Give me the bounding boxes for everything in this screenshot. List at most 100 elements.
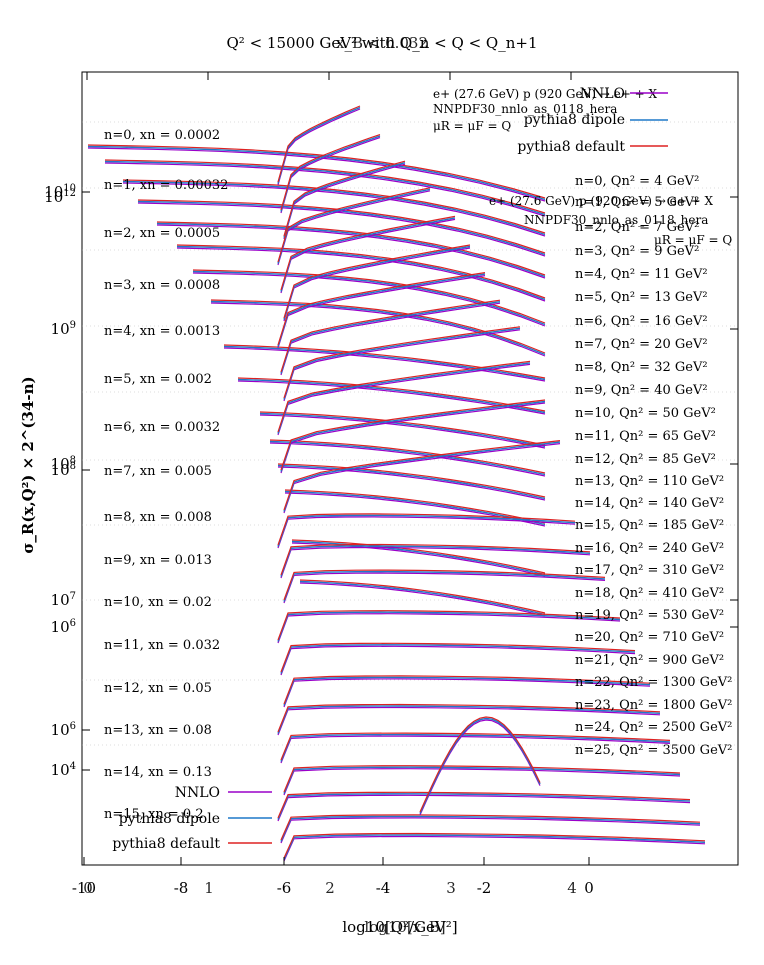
x-bin-curve-dipole <box>259 412 546 448</box>
x-ticks-top: 0 1 2 3 4 <box>83 72 577 897</box>
curve-layer <box>87 105 706 862</box>
x-axis-label-secondary: log10[x_B] <box>364 918 445 936</box>
x-bin-label: n=9, xn = 0.013 <box>104 553 212 568</box>
x-tick-label-bottom: -8 <box>174 879 189 897</box>
q-bin-curve-nnlo <box>283 768 681 796</box>
x-bin-curve-dipole <box>104 160 546 216</box>
x-bin-label: n=1, xn = 0.00032 <box>104 178 228 193</box>
x-tick-label-top: 1 <box>204 879 214 897</box>
legend-bottom-nnlo: NNLO <box>175 785 220 801</box>
info-block-middle: e+ (27.6 GeV) p (920 GeV) → e+ + X NNPDF… <box>489 194 732 247</box>
q-bin-curve-default <box>283 160 406 237</box>
q-bin-label: n=22, Qn² = 1300 GeV² <box>575 675 732 690</box>
x-bin-curve-dipole <box>277 464 546 500</box>
q-bin-curve-dipole <box>280 217 456 292</box>
q-bin-curve-nnlo <box>280 218 456 294</box>
x-bin-curve-default <box>277 463 546 498</box>
q-bin-curve-dipole <box>277 106 361 184</box>
q-bin-label: n=7, Qn² = 20 GeV² <box>575 337 708 352</box>
x-bin-curve-dipole <box>299 580 546 616</box>
x-tick-label-bottom: 0 <box>584 879 594 897</box>
q-bin-curve-default <box>283 675 651 705</box>
x-bin-curve-nnlo <box>269 442 546 477</box>
q-bin-curve-default <box>283 440 561 511</box>
x-bin-curve-default <box>299 579 546 614</box>
x-tick-label-top: 4 <box>567 879 577 897</box>
x-bin-curve-dipole <box>87 145 546 201</box>
q-bin-curve-dipole <box>277 514 576 547</box>
q-bin-label: n=0, Qn² = 4 GeV² <box>575 174 699 189</box>
y-tick-label-secondary: 108 <box>51 455 76 473</box>
q-bin-curve-dipole <box>277 793 691 820</box>
q-bin-label: n=17, Qn² = 310 GeV² <box>575 563 724 578</box>
x-bin-labels: n=0, xn = 0.0002 n=1, xn = 0.00032 n=2, xn… <box>104 128 228 822</box>
q-bin-curve-default <box>277 360 531 433</box>
x-bin-curve-default <box>259 411 546 446</box>
x-bin-curve-dipole <box>291 540 546 576</box>
x-tick-label-top: 0 <box>83 879 93 897</box>
q-bin-label: n=23, Qn² = 1800 GeV² <box>575 698 732 713</box>
x-bin-curve-nnlo <box>122 182 546 237</box>
x-bin-label: n=10, xn = 0.02 <box>104 595 212 610</box>
q-bin-curve-nnlo <box>277 516 576 549</box>
x-bin-curve-nnlo <box>284 492 546 527</box>
q-bin-label: n=3, Qn² = 9 GeV² <box>575 244 699 259</box>
x-bin-curve-dipole <box>223 345 546 381</box>
q-bin-curve-default <box>280 543 591 576</box>
chart-title: Q² < 15000 GeV² with Q_n < Q < Q_n+1 <box>226 34 537 52</box>
q-bin-curve-default <box>280 134 381 211</box>
q-bin-label: n=16, Qn² = 240 GeV² <box>575 541 724 556</box>
q-bin-label: n=21, Qn² = 900 GeV² <box>575 653 724 668</box>
x-bin-label: n=14, xn = 0.13 <box>104 765 212 780</box>
q-bin-label: n=6, Qn² = 16 GeV² <box>575 314 708 329</box>
q-bin-curve-dipole <box>280 545 591 577</box>
q-bin-curve-default <box>280 215 456 291</box>
y-tick-label-secondary: 109 <box>51 320 76 338</box>
q-bin-label: n=18, Qn² = 410 GeV² <box>575 586 724 601</box>
q-bin-label: n=11, Qn² = 65 GeV² <box>575 429 716 444</box>
y-tick-label-secondary: 106 <box>51 618 76 636</box>
info-process: e+ (27.6 GeV) p (920 GeV) → e+ + X <box>433 87 657 101</box>
x-bin-curve-dipole <box>284 490 546 526</box>
q-bin-curve-dipole <box>283 327 521 400</box>
q-bin-label: n=15, Qn² = 185 GeV² <box>575 518 724 533</box>
q-bin-curve-default <box>280 814 701 841</box>
q-bin-curve-last-default <box>419 716 541 813</box>
legend-bottom-dipole: pythia8 dipole <box>119 811 220 827</box>
q-bin-curve-nnlo <box>280 817 701 844</box>
x-tick-label-bottom: -2 <box>477 879 492 897</box>
q-bin-curve-default <box>283 569 606 601</box>
q-bin-curve-last-dipole <box>419 717 541 814</box>
y-tick-label-secondary: 1012 <box>44 188 76 206</box>
q-bin-curve-dipole <box>283 441 561 512</box>
x-bin-curve-nnlo <box>223 347 546 382</box>
q-bin-curve-nnlo <box>283 329 521 402</box>
q-bin-curve-default <box>280 399 546 471</box>
x-tick-label-bottom: -4 <box>376 879 391 897</box>
x-bin-curve-dipole <box>269 440 546 476</box>
x-tick-label-bottom: -6 <box>277 879 292 897</box>
y-ticks: 1010 108 106 104 1012 109 108 107 106 <box>44 183 738 779</box>
q-bin-curve-dipole <box>277 188 431 264</box>
plot-frame <box>81 71 739 866</box>
q-bin-curve-default <box>280 299 501 373</box>
q-bin-curve-dipole <box>283 245 471 320</box>
x-bin-curve-nnlo <box>104 162 546 217</box>
x-bin-curve-nnlo <box>299 582 546 617</box>
x-bin-label: n=2, xn = 0.0005 <box>104 226 220 241</box>
x-bin-curve-default <box>284 489 546 524</box>
q-bin-curve-default <box>277 791 691 819</box>
q-bin-curve-default <box>283 244 471 319</box>
x-bin-curve-dipole <box>156 222 546 278</box>
q-bin-curve-dipole <box>283 834 706 860</box>
x-bin-curve-nnlo <box>210 302 546 357</box>
q-bin-curve-default <box>277 272 486 346</box>
x-bin-label: n=12, xn = 0.05 <box>104 681 212 696</box>
x-bin-label: n=8, xn = 0.008 <box>104 510 212 525</box>
info-block-top: e+ (27.6 GeV) p (920 GeV) → e+ + X NNPDF… <box>433 87 657 133</box>
q-bin-curve-nnlo <box>280 645 636 676</box>
info-scale-2: μR = μF = Q <box>654 233 732 247</box>
q-bin-curve-nnlo <box>277 794 691 822</box>
x-bin-curve-nnlo <box>259 414 546 449</box>
